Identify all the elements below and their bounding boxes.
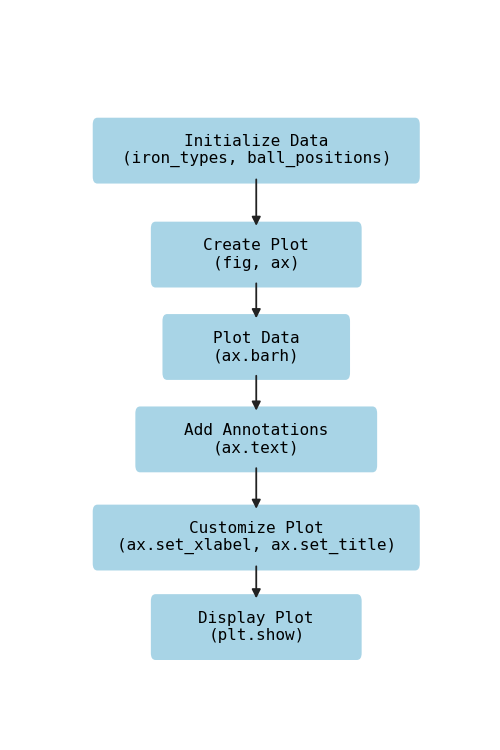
Text: Add Annotations
(ax.text): Add Annotations (ax.text) <box>184 423 328 455</box>
FancyBboxPatch shape <box>136 406 377 472</box>
FancyBboxPatch shape <box>92 505 420 571</box>
FancyBboxPatch shape <box>92 118 420 184</box>
Text: Initialize Data
(iron_types, ball_positions): Initialize Data (iron_types, ball_positi… <box>122 134 391 167</box>
Text: Display Plot
(plt.show): Display Plot (plt.show) <box>198 610 314 644</box>
FancyBboxPatch shape <box>151 222 362 287</box>
FancyBboxPatch shape <box>162 314 350 380</box>
Text: Customize Plot
(ax.set_xlabel, ax.set_title): Customize Plot (ax.set_xlabel, ax.set_ti… <box>116 520 396 554</box>
Text: Create Plot
(fig, ax): Create Plot (fig, ax) <box>204 238 309 271</box>
FancyBboxPatch shape <box>151 594 362 660</box>
Text: Plot Data
(ax.barh): Plot Data (ax.barh) <box>213 331 300 363</box>
